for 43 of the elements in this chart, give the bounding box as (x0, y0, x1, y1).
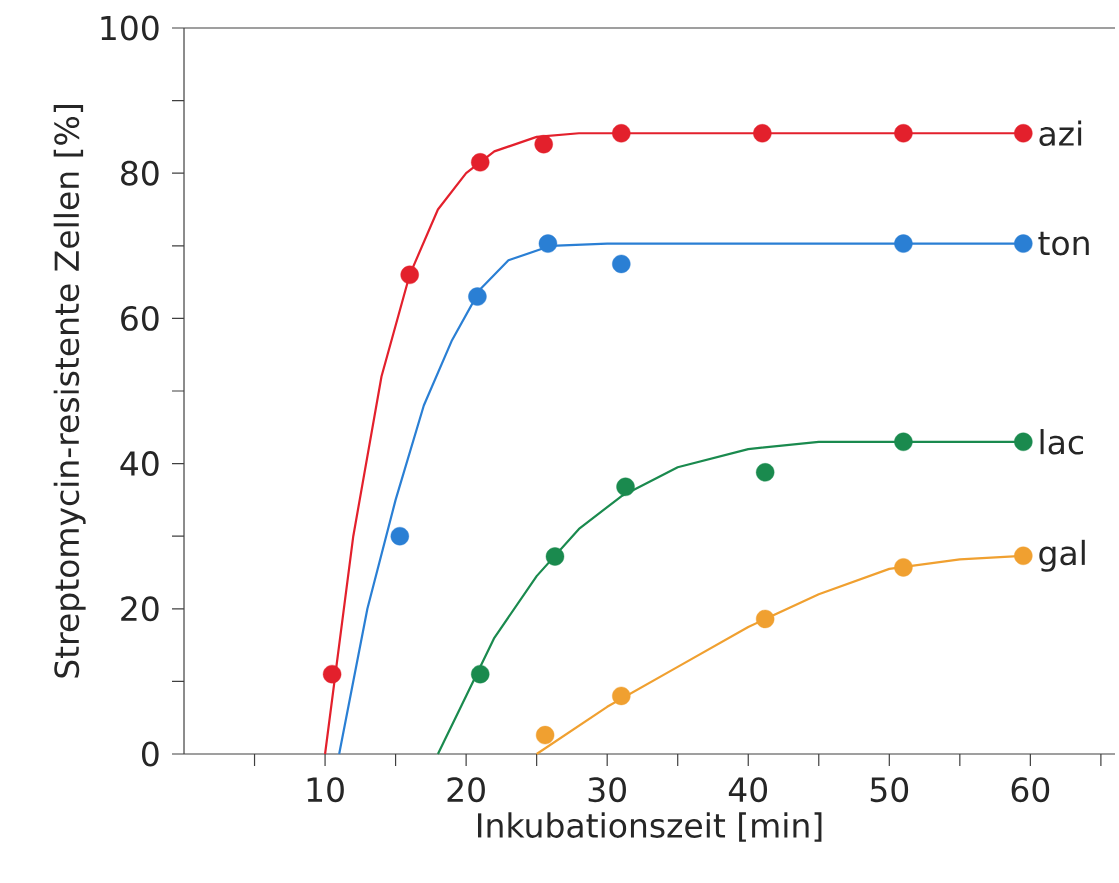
point (612, 254, 631, 274)
y-tick-label: 20 (121, 596, 159, 622)
point (612, 686, 631, 706)
point (753, 124, 772, 143)
y-tick-label: 80 (121, 160, 159, 186)
point (535, 725, 555, 745)
point (322, 664, 342, 684)
y-tick-label: 0 (141, 741, 159, 767)
point (1014, 234, 1033, 253)
point (468, 287, 487, 306)
x-axis-title: Inkubationszeit [min] (478, 812, 822, 842)
y-tick-label: 60 (121, 305, 159, 331)
series-label: ton (1038, 231, 1089, 256)
point (1014, 546, 1033, 565)
point (616, 477, 635, 497)
point (400, 265, 419, 285)
x-tick-label: 10 (307, 777, 344, 803)
x-tick-label: 60 (1011, 777, 1050, 803)
point (612, 124, 631, 143)
x-tick-label: 30 (588, 777, 626, 803)
point (755, 463, 775, 482)
point (755, 609, 775, 629)
point (534, 134, 553, 154)
x-tick-label: 40 (728, 777, 768, 803)
point (471, 664, 490, 684)
point (894, 234, 913, 253)
point (390, 526, 410, 546)
point (894, 432, 913, 452)
point (471, 153, 490, 172)
series-label: lac (1040, 429, 1083, 455)
y-tick-label: 40 (120, 451, 159, 477)
point (894, 124, 913, 143)
series-label: azi (1039, 120, 1082, 147)
point (545, 547, 565, 566)
series-label: gal (1039, 539, 1085, 572)
point (1014, 432, 1033, 452)
y-tick-label: 100 (101, 15, 159, 41)
x-tick-label: 20 (447, 777, 485, 803)
point (1014, 124, 1033, 143)
y-axis-title: Streptomycin-resistente Zellen [%] (53, 105, 86, 678)
point (538, 234, 558, 253)
x-tick-label: 50 (870, 777, 909, 803)
point (894, 558, 913, 577)
